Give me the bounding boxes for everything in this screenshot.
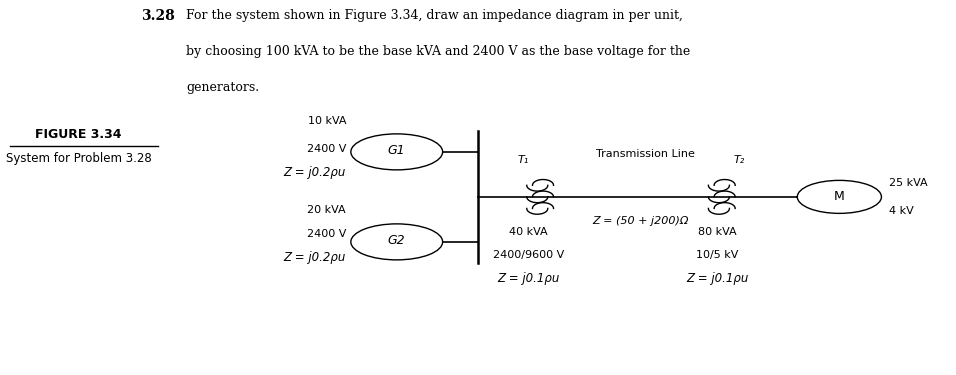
Text: Z = j0.2ρu: Z = j0.2ρu [284,251,346,264]
Text: System for Problem 3.28: System for Problem 3.28 [6,152,151,165]
Text: Z = j0.1ρu: Z = j0.1ρu [497,272,560,285]
Text: 3.28: 3.28 [141,9,175,23]
Text: 10 kVA: 10 kVA [308,116,346,126]
Circle shape [797,180,881,213]
Text: Transmission Line: Transmission Line [596,149,695,159]
Text: by choosing 100 kVA to be the base kVA and 2400 V as the base voltage for the: by choosing 100 kVA to be the base kVA a… [186,45,690,58]
Text: FIGURE 3.34: FIGURE 3.34 [35,128,121,141]
Circle shape [351,134,443,170]
Text: Z = (50 + j200)Ω: Z = (50 + j200)Ω [593,216,688,226]
Text: T₁: T₁ [517,154,529,165]
Circle shape [351,224,443,260]
Text: 4 kV: 4 kV [889,206,914,216]
Text: M: M [834,190,845,203]
Text: Z = j0.2ρu: Z = j0.2ρu [284,166,346,179]
Text: T₂: T₂ [733,154,745,165]
Text: G1: G1 [388,144,405,157]
Text: 20 kVA: 20 kVA [308,205,346,215]
Text: 2400/9600 V: 2400/9600 V [493,250,564,260]
Text: 2400 V: 2400 V [307,229,346,239]
Text: For the system shown in Figure 3.34, draw an impedance diagram in per unit,: For the system shown in Figure 3.34, dra… [186,9,684,22]
Text: generators.: generators. [186,81,259,94]
Text: G2: G2 [388,234,405,247]
Text: 25 kVA: 25 kVA [889,178,927,188]
Text: 40 kVA: 40 kVA [510,227,548,237]
Text: Z = j0.1ρu: Z = j0.1ρu [685,272,749,285]
Text: 80 kVA: 80 kVA [698,227,736,237]
Text: 2400 V: 2400 V [307,144,346,154]
Text: 10/5 kV: 10/5 kV [696,250,738,260]
